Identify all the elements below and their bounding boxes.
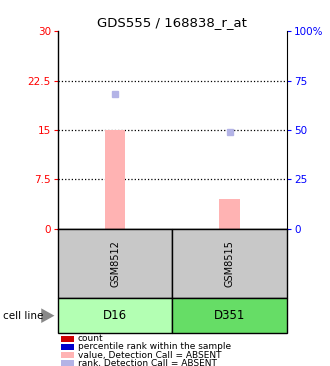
Polygon shape: [41, 308, 54, 323]
Text: percentile rank within the sample: percentile rank within the sample: [78, 343, 231, 351]
Text: D16: D16: [103, 309, 127, 322]
Text: count: count: [78, 335, 103, 343]
Text: D351: D351: [214, 309, 246, 322]
Text: cell line: cell line: [3, 311, 44, 321]
Bar: [173, 298, 287, 333]
Text: GSM8512: GSM8512: [110, 240, 120, 287]
Text: value, Detection Call = ABSENT: value, Detection Call = ABSENT: [78, 351, 221, 359]
Bar: [173, 229, 287, 298]
Title: GDS555 / 168838_r_at: GDS555 / 168838_r_at: [97, 15, 248, 29]
Bar: [58, 229, 173, 298]
Bar: [58, 298, 173, 333]
Bar: [219, 199, 240, 229]
Text: rank, Detection Call = ABSENT: rank, Detection Call = ABSENT: [78, 359, 216, 366]
Bar: [105, 130, 125, 229]
Text: GSM8515: GSM8515: [225, 240, 235, 287]
